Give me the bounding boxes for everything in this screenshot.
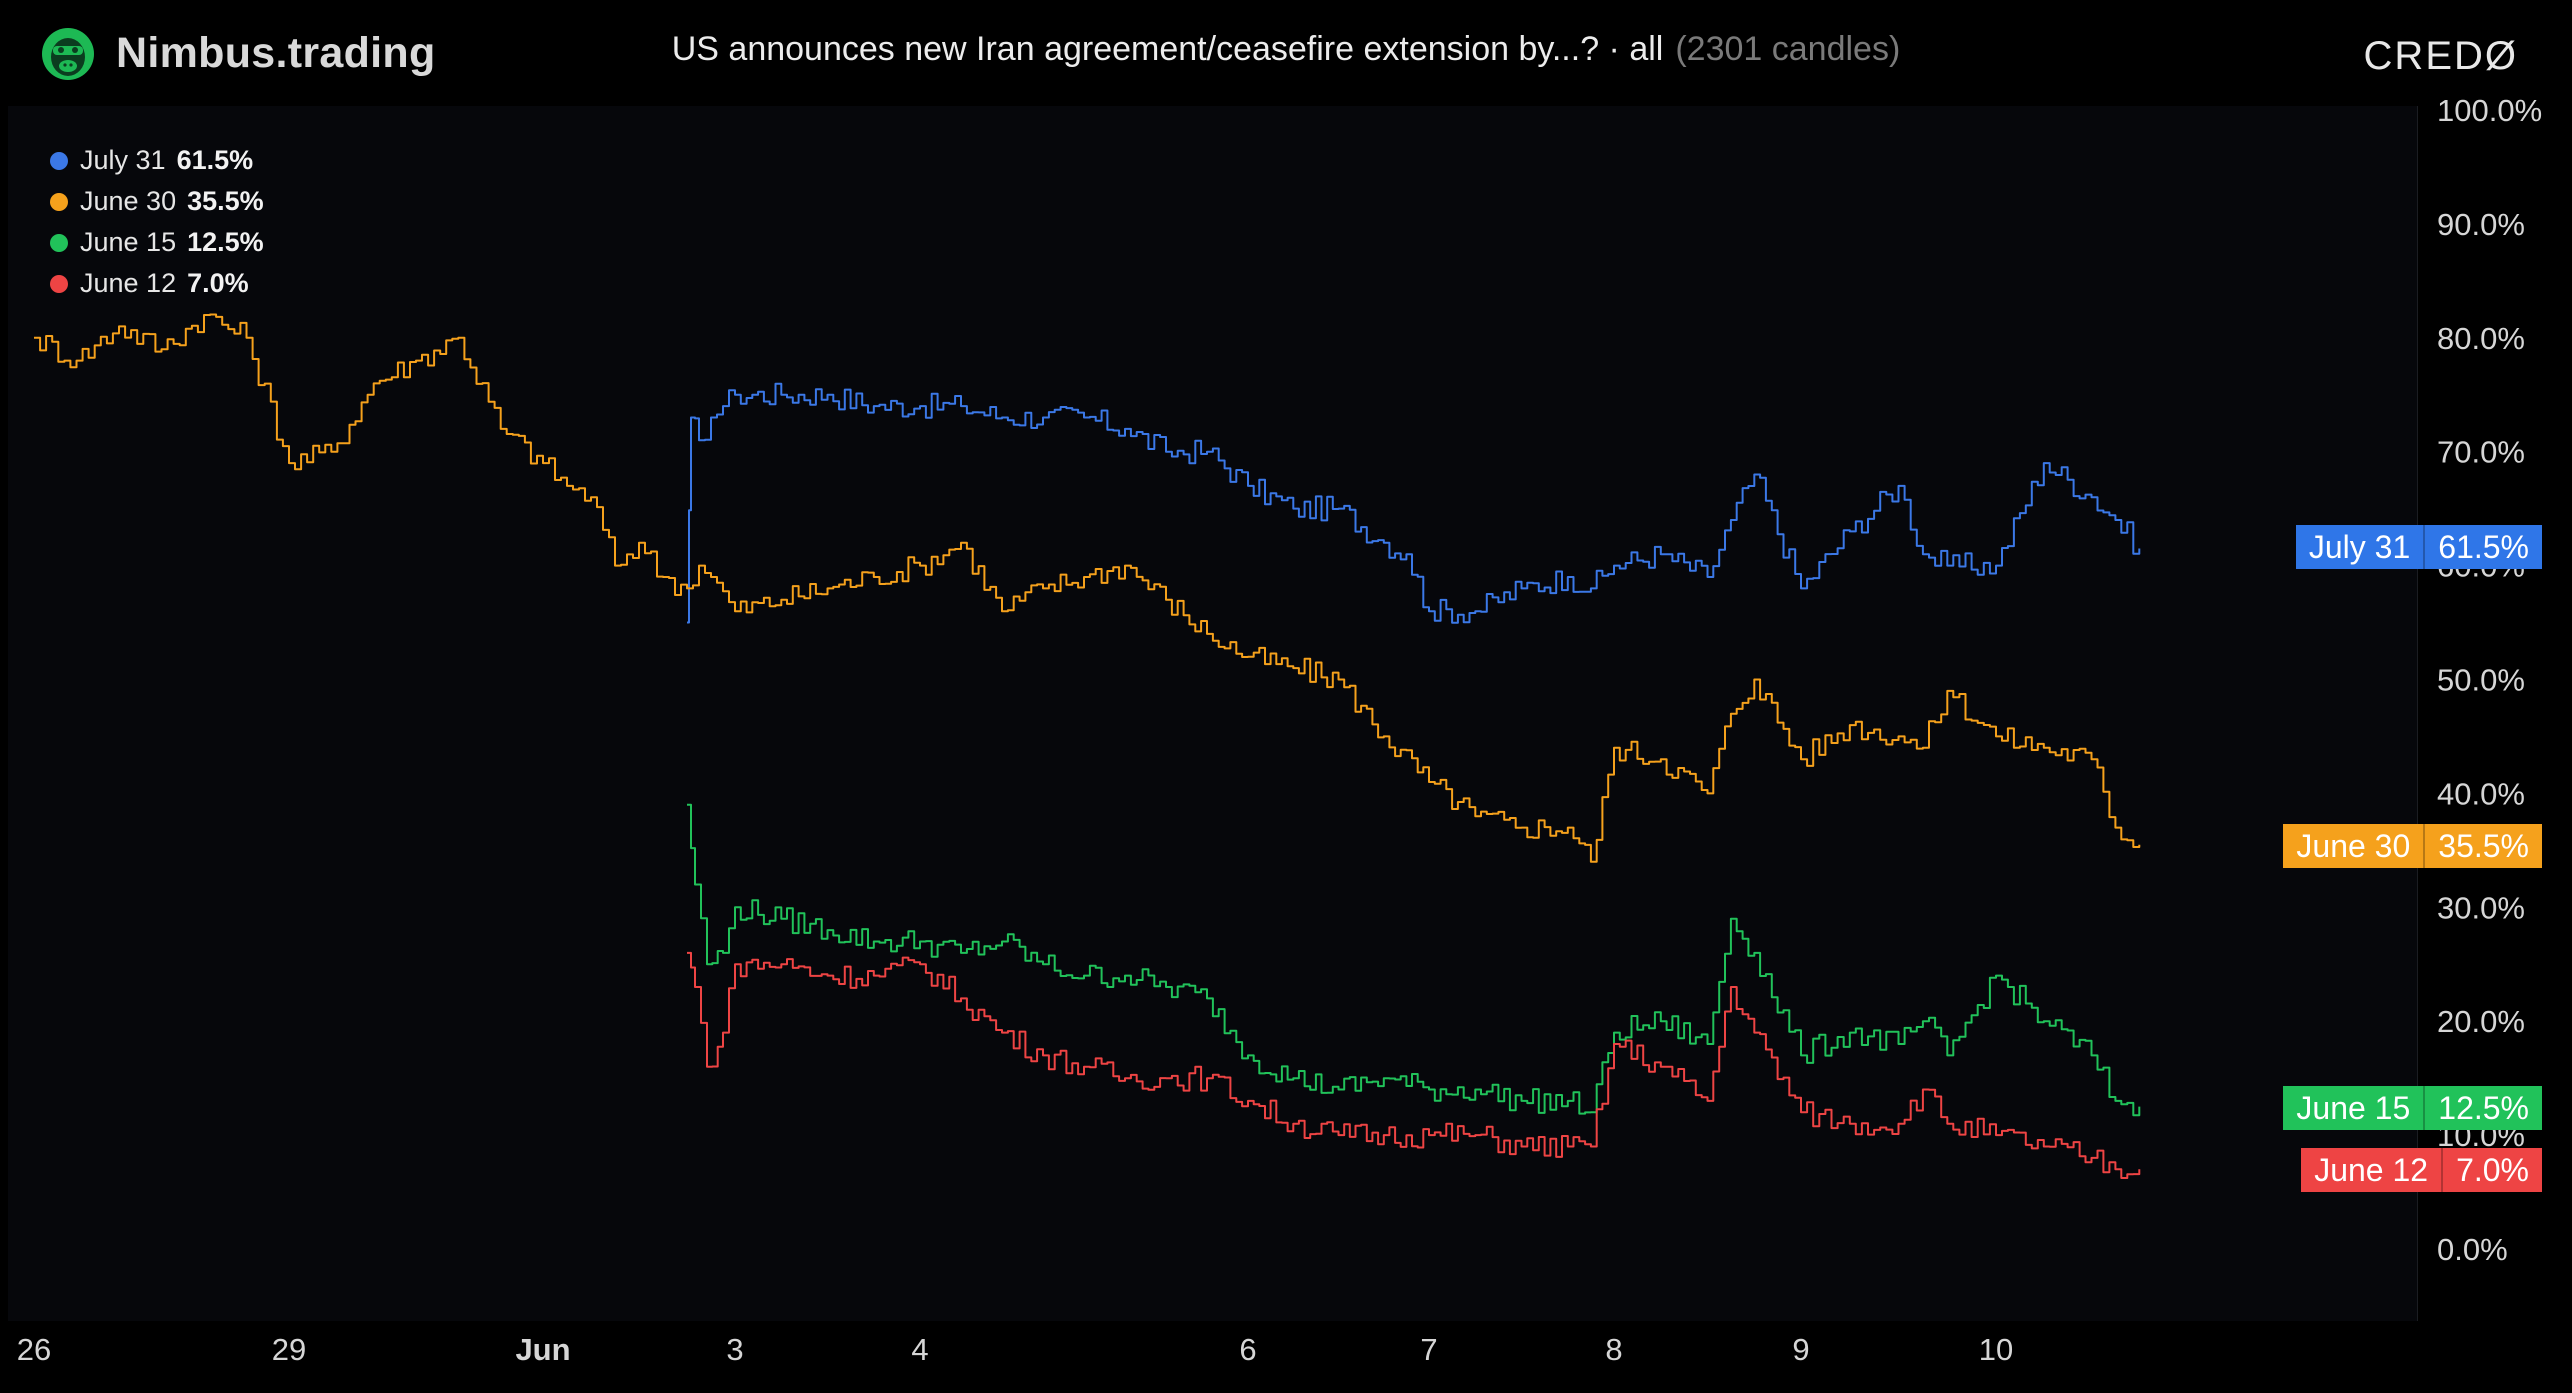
y-tick-label: 100.0% xyxy=(2437,93,2542,128)
series-line-june-30[interactable] xyxy=(34,313,2141,863)
market-title-bar: US announces new Iran agreement/ceasefir… xyxy=(0,30,2572,69)
legend-color-dot xyxy=(50,233,68,252)
legend-item[interactable]: July 31 61.5% xyxy=(50,140,264,181)
x-tick-label: 3 xyxy=(726,1332,743,1367)
plot-area[interactable] xyxy=(8,106,2417,1321)
partner-logo: CREDØ xyxy=(2363,34,2518,78)
y-tick-label: 0.0% xyxy=(2437,1232,2508,1267)
x-tick-label: 8 xyxy=(1605,1332,1622,1367)
legend-label: June 30 xyxy=(80,186,177,216)
x-tick-label: Jun xyxy=(515,1332,570,1367)
y-tick-label: 30.0% xyxy=(2437,890,2525,925)
legend-label: June 15 xyxy=(80,227,177,257)
price-tag-label: June 30 xyxy=(2296,828,2411,864)
y-tick-label: 50.0% xyxy=(2437,663,2525,698)
price-tag-label: June 12 xyxy=(2314,1152,2429,1188)
price-tag-label: June 15 xyxy=(2296,1090,2411,1126)
legend-item[interactable]: June 12 7.0% xyxy=(50,263,264,304)
price-tag-divider xyxy=(2423,824,2426,868)
legend-label: June 12 xyxy=(80,268,177,298)
price-tag-value: 7.0% xyxy=(2456,1152,2529,1188)
legend-label: July 31 xyxy=(80,145,166,175)
legend-value: 12.5% xyxy=(187,227,264,257)
price-tag-label: July 31 xyxy=(2308,529,2411,565)
y-tick-label: 80.0% xyxy=(2437,321,2525,356)
legend-value: 7.0% xyxy=(187,268,249,298)
x-tick-label: 26 xyxy=(17,1332,51,1367)
legend-item[interactable]: June 15 12.5% xyxy=(50,222,264,263)
y-tick-label: 40.0% xyxy=(2437,776,2525,811)
y-tick-label: 20.0% xyxy=(2437,1004,2525,1039)
x-tick-label: 10 xyxy=(1979,1332,2013,1367)
x-tick-label: 4 xyxy=(911,1332,928,1367)
market-title: US announces new Iran agreement/ceasefir… xyxy=(671,30,1664,68)
x-tick-label: 6 xyxy=(1239,1332,1256,1367)
x-tick-label: 9 xyxy=(1792,1332,1809,1367)
price-tag-june-15: June 15 12.5% xyxy=(2283,1086,2542,1130)
price-tag-june-30: June 30 35.5% xyxy=(2283,824,2542,868)
series-line-june-12[interactable] xyxy=(687,951,2141,1179)
app-header: Nimbus.trading US announces new Iran agr… xyxy=(0,0,2572,106)
price-axis-divider xyxy=(2417,106,2418,1321)
series-line-june-15[interactable] xyxy=(687,803,2141,1117)
y-tick-label: 70.0% xyxy=(2437,435,2525,470)
series-line-july-31[interactable] xyxy=(687,382,2141,624)
legend-value: 35.5% xyxy=(187,186,264,216)
gorilla-logo-icon xyxy=(42,28,94,80)
chart-legend: July 31 61.5% June 30 35.5% June 15 12.5% June… xyxy=(50,140,264,304)
price-tag-divider xyxy=(2441,1148,2444,1192)
price-tag-value: 12.5% xyxy=(2438,1090,2529,1126)
price-tag-divider xyxy=(2423,525,2426,569)
x-tick-label: 7 xyxy=(1420,1332,1437,1367)
brand-name: Nimbus.trading xyxy=(116,28,436,77)
x-tick-label: 29 xyxy=(272,1332,306,1367)
legend-item[interactable]: June 30 35.5% xyxy=(50,181,264,222)
price-tag-value: 61.5% xyxy=(2438,529,2529,565)
legend-color-dot xyxy=(50,192,68,211)
price-tag-value: 35.5% xyxy=(2438,828,2529,864)
legend-color-dot xyxy=(50,151,68,170)
price-tag-july-31: July 31 61.5% xyxy=(2295,525,2542,569)
brand[interactable]: Nimbus.trading xyxy=(40,24,436,82)
y-tick-label: 90.0% xyxy=(2437,207,2525,242)
legend-color-dot xyxy=(50,274,68,293)
price-tag-june-12: June 12 7.0% xyxy=(2301,1148,2542,1192)
price-tag-divider xyxy=(2423,1086,2426,1130)
legend-value: 61.5% xyxy=(176,145,254,175)
candle-count: (2301 candles) xyxy=(1675,30,1901,68)
